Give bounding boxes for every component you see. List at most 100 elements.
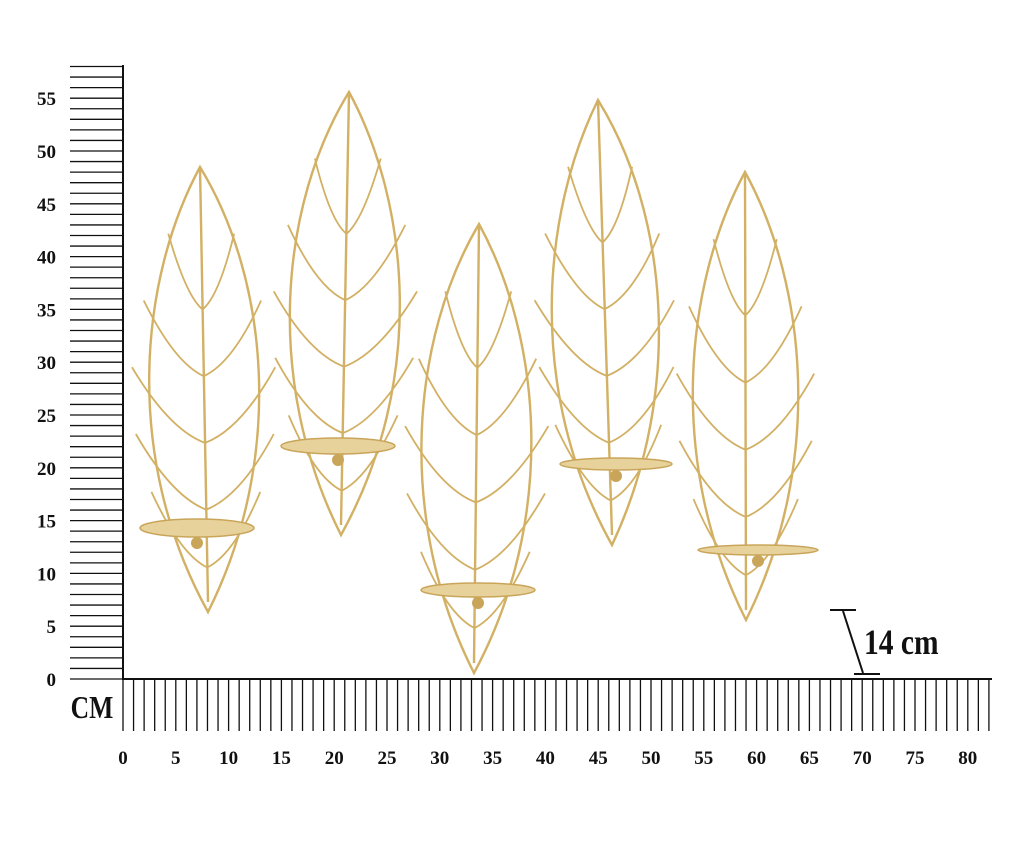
vertical-ruler-label: 30 xyxy=(37,353,56,374)
vertical-ruler-label: 50 xyxy=(37,142,56,163)
horizontal-ruler-label: 25 xyxy=(378,748,397,769)
leaf-outline xyxy=(288,89,401,538)
leaf-vein xyxy=(272,290,345,368)
horizontal-ruler-label: 65 xyxy=(800,748,819,769)
leaf-vein xyxy=(745,440,813,518)
leaf-vein xyxy=(538,366,610,444)
depth-indicator xyxy=(830,609,880,675)
leaf-vein xyxy=(604,233,661,310)
leaf-vein xyxy=(206,491,262,569)
leaf-vein xyxy=(342,357,414,434)
leaf-vein xyxy=(418,358,478,436)
tray-knob xyxy=(752,555,764,567)
leaf-vein xyxy=(344,224,407,302)
leaf-vein xyxy=(205,433,275,511)
tray-knob xyxy=(332,454,344,466)
leaf-vein xyxy=(204,366,277,444)
horizontal-ruler-label: 70 xyxy=(853,748,872,769)
leaf-vein xyxy=(474,492,546,571)
candle-tray xyxy=(697,544,819,556)
tray-knob xyxy=(191,537,203,549)
leaf-outline xyxy=(550,97,661,548)
horizontal-ruler-label: 60 xyxy=(747,748,766,769)
tray-knob xyxy=(472,597,484,609)
leaf-vein xyxy=(406,492,476,571)
horizontal-ruler-label: 75 xyxy=(906,748,925,769)
horizontal-ruler-label: 5 xyxy=(171,748,181,769)
leaf-vein xyxy=(404,425,477,504)
candle-tray xyxy=(139,518,255,538)
leaf xyxy=(272,89,418,538)
leaf-vein xyxy=(601,166,634,244)
leaf-outline xyxy=(148,164,261,615)
leaf-vein xyxy=(287,224,346,302)
horizontal-ruler-label: 50 xyxy=(642,748,661,769)
leaf-vein xyxy=(131,366,206,444)
horizontal-ruler-label: 20 xyxy=(325,748,344,769)
leaf-outline xyxy=(691,169,800,623)
horizontal-ruler-label: 45 xyxy=(589,748,608,769)
leaf-vein xyxy=(610,424,662,502)
leaf-vein xyxy=(745,373,815,451)
leaf-vein xyxy=(476,358,537,436)
tray-knob xyxy=(610,470,622,482)
leaf-vein xyxy=(345,158,382,235)
leaf-vein xyxy=(287,415,343,492)
leaf-midrib xyxy=(743,171,748,611)
vertical-ruler-label: 45 xyxy=(37,195,56,216)
leaf-vein xyxy=(692,498,747,576)
leaf-outline xyxy=(420,221,533,676)
leaf-vein xyxy=(135,433,207,511)
horizontal-ruler-label: 35 xyxy=(483,748,502,769)
vertical-ruler-label: 35 xyxy=(37,300,56,321)
leaf-vein xyxy=(675,373,746,451)
vertical-ruler-label: 25 xyxy=(37,406,56,427)
leaf xyxy=(131,164,277,615)
leaf-vein xyxy=(712,238,746,317)
leaf-vein xyxy=(150,491,208,569)
leaf-vein xyxy=(314,158,348,235)
rulers: 0 5 10 15 20 25 30 35 40 45 50 55 0 5 10 15 20 25 30 35 40 45… xyxy=(37,65,992,769)
leaf-vein xyxy=(608,366,675,444)
horizontal-ruler-label: 10 xyxy=(219,748,238,769)
depth-label: 14 cm xyxy=(864,623,939,662)
leaf-vein xyxy=(476,291,513,369)
horizontal-ruler-label: 15 xyxy=(272,748,291,769)
leaf-vein xyxy=(744,238,778,317)
leaf-vein xyxy=(475,425,550,504)
horizontal-ruler-label: 55 xyxy=(694,748,713,769)
leaf xyxy=(675,169,815,623)
leaf-vein xyxy=(678,440,747,518)
unit-label: CM xyxy=(71,690,114,725)
leaf-vein xyxy=(203,300,262,377)
leaf-vein xyxy=(554,424,612,502)
leaf-vein xyxy=(167,233,204,311)
leaf-vein xyxy=(688,306,746,384)
leaf-candle-holder xyxy=(131,89,819,676)
leaf-vein xyxy=(544,233,605,310)
leaf-vein xyxy=(533,299,608,377)
leaf-vein xyxy=(745,306,803,384)
leaf-vein xyxy=(274,357,344,434)
candle-tray xyxy=(280,437,396,455)
vertical-ruler-label: 40 xyxy=(37,248,56,269)
depth-line-diagonal xyxy=(842,610,864,674)
horizontal-ruler-label: 40 xyxy=(536,748,555,769)
vertical-ruler-label: 10 xyxy=(37,564,56,585)
horizontal-ruler-label: 30 xyxy=(430,748,449,769)
leaf-vein xyxy=(142,300,205,377)
horizontal-ruler-label: 80 xyxy=(958,748,977,769)
candle-tray xyxy=(420,582,536,598)
candle-tray xyxy=(559,457,673,471)
leaf-vein xyxy=(420,551,475,629)
vertical-ruler-label: 0 xyxy=(47,670,57,691)
leaf-vein xyxy=(343,290,418,368)
vertical-ruler-label: 15 xyxy=(37,512,56,533)
vertical-ruler-label: 5 xyxy=(47,617,57,638)
leaf-vein xyxy=(341,415,399,492)
leaf-vein xyxy=(567,166,604,244)
vertical-ruler-label: 55 xyxy=(37,89,56,110)
leaf-vein xyxy=(201,233,235,311)
leaf-vein xyxy=(474,551,531,629)
